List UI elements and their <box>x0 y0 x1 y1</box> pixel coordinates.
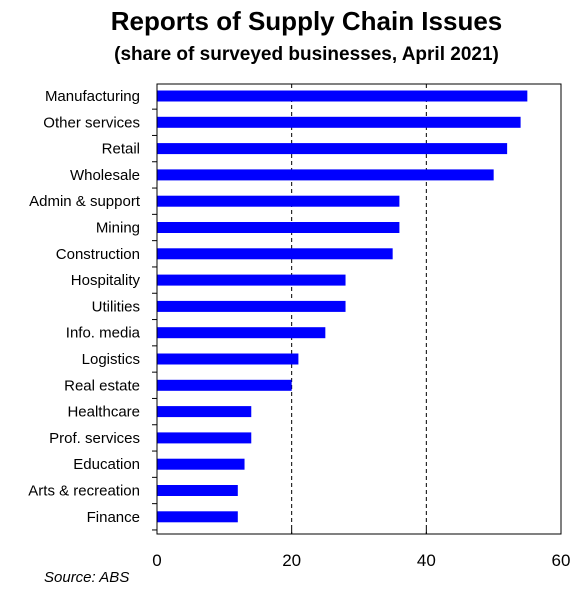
bar-utilities <box>157 300 346 312</box>
category-label: Arts & recreation <box>28 483 140 500</box>
chart-title: Reports of Supply Chain Issues <box>110 6 503 36</box>
bar-wholesale <box>157 169 494 181</box>
category-label: Manufacturing <box>45 88 140 105</box>
category-label: Other services <box>43 114 140 131</box>
category-label: Finance <box>87 509 140 526</box>
category-label: Admin & support <box>29 193 141 210</box>
bar-info-media <box>157 327 326 339</box>
x-tick-label: 60 <box>552 551 571 570</box>
bar-manufacturing <box>157 90 528 102</box>
bar-real-estate <box>157 379 292 391</box>
chart-subtitle: (share of surveyed businesses, April 202… <box>114 44 499 65</box>
category-label: Logistics <box>82 351 140 368</box>
bar-admin-support <box>157 195 400 207</box>
category-label: Real estate <box>64 377 140 394</box>
bar-healthcare <box>157 406 252 418</box>
bar-education <box>157 458 245 470</box>
bar-hospitality <box>157 274 346 286</box>
bar-construction <box>157 248 393 260</box>
bar-other-services <box>157 116 521 128</box>
plot-frame <box>156 83 562 535</box>
category-label: Education <box>73 456 140 473</box>
x-tick-label: 20 <box>282 551 301 570</box>
bar-mining <box>157 222 400 233</box>
bar-arts-recreation <box>157 485 238 496</box>
category-label: Wholesale <box>70 167 140 184</box>
source-note: Source: ABS <box>44 569 130 586</box>
category-label: Mining <box>96 220 140 237</box>
category-label: Hospitality <box>71 272 141 289</box>
category-label: Healthcare <box>67 404 140 421</box>
bar-prof-services <box>157 432 252 444</box>
category-label: Info. media <box>66 325 141 342</box>
category-label: Utilities <box>92 298 140 315</box>
bar-finance <box>157 511 238 523</box>
bar-retail <box>157 143 508 155</box>
x-tick-label: 40 <box>417 551 436 570</box>
x-tick-label: 0 <box>152 551 161 570</box>
category-label: Retail <box>102 141 140 158</box>
category-label: Prof. services <box>49 430 140 447</box>
bar-logistics <box>157 353 299 365</box>
category-label: Construction <box>56 246 140 263</box>
